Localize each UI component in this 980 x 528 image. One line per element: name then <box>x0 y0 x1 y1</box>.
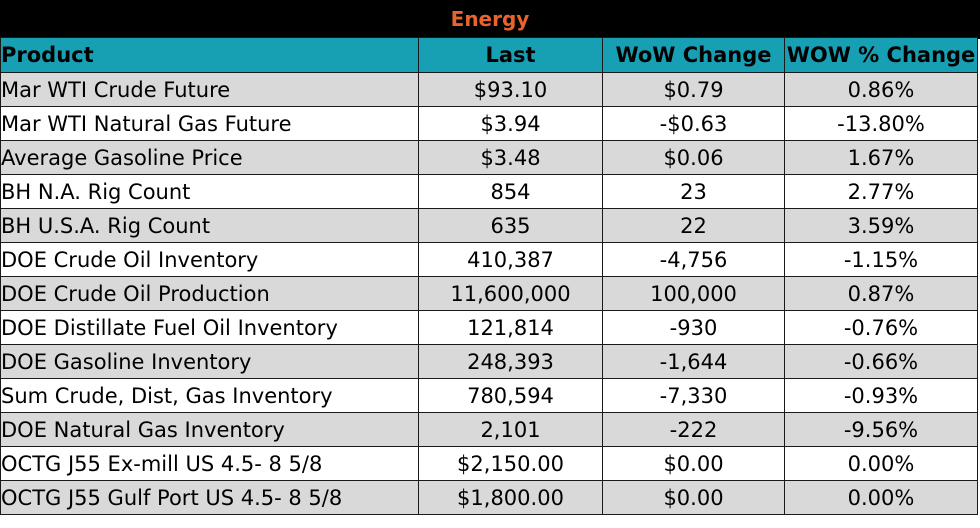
wow-pct-change-cell: -0.93% <box>784 378 978 413</box>
table-row: Mar WTI Crude Future $93.10 $0.79 0.86% <box>0 72 978 107</box>
table-row: BH U.S.A. Rig Count 635 22 3.59% <box>0 208 978 243</box>
last-cell: 410,387 <box>418 242 603 277</box>
energy-table: Product Last WoW Change WOW % Change Mar… <box>0 37 978 515</box>
wow-change-cell: $0.79 <box>602 72 785 107</box>
last-cell: 635 <box>418 208 603 243</box>
wow-change-cell: -4,756 <box>602 242 785 277</box>
product-cell: BH N.A. Rig Count <box>0 174 419 209</box>
table-row: DOE Gasoline Inventory 248,393 -1,644 -0.66… <box>0 344 978 379</box>
last-cell: 248,393 <box>418 344 603 379</box>
last-cell: $3.94 <box>418 106 603 141</box>
wow-pct-change-cell: 0.86% <box>784 72 978 107</box>
wow-change-cell: -7,330 <box>602 378 785 413</box>
table-row: BH N.A. Rig Count 854 23 2.77% <box>0 174 978 209</box>
table-row: Mar WTI Natural Gas Future $3.94 -$0.63 -13… <box>0 106 978 141</box>
wow-pct-change-cell: 3.59% <box>784 208 978 243</box>
wow-pct-change-cell: 2.77% <box>784 174 978 209</box>
wow-pct-change-cell: -0.76% <box>784 310 978 345</box>
wow-change-cell: -222 <box>602 412 785 447</box>
last-cell: $93.10 <box>418 72 603 107</box>
table-row: DOE Distillate Fuel Oil Inventory 121,814… <box>0 310 978 345</box>
product-cell: BH U.S.A. Rig Count <box>0 208 419 243</box>
wow-change-cell: 23 <box>602 174 785 209</box>
table-row: DOE Crude Oil Production 11,600,000 100,00… <box>0 276 978 311</box>
product-cell: DOE Gasoline Inventory <box>0 344 419 379</box>
wow-change-cell: $0.00 <box>602 446 785 481</box>
product-cell: Mar WTI Natural Gas Future <box>0 106 419 141</box>
last-cell: $2,150.00 <box>418 446 603 481</box>
wow-pct-change-cell: 0.00% <box>784 446 978 481</box>
wow-pct-change-cell: 0.00% <box>784 480 978 515</box>
wow-pct-change-cell: -9.56% <box>784 412 978 447</box>
wow-change-cell: -930 <box>602 310 785 345</box>
table-row: OCTG J55 Ex-mill US 4.5- 8 5/8 $2,150.00 $… <box>0 446 978 481</box>
header-row: Product Last WoW Change WOW % Change <box>0 37 978 73</box>
last-cell: 121,814 <box>418 310 603 345</box>
last-cell: 780,594 <box>418 378 603 413</box>
wow-pct-change-cell: -0.66% <box>784 344 978 379</box>
last-cell: 11,600,000 <box>418 276 603 311</box>
product-cell: DOE Crude Oil Inventory <box>0 242 419 277</box>
column-header-wow-change: WoW Change <box>602 37 785 73</box>
product-cell: OCTG J55 Gulf Port US 4.5- 8 5/8 <box>0 480 419 515</box>
table-row: Sum Crude, Dist, Gas Inventory 780,594 -7,… <box>0 378 978 413</box>
wow-change-cell: 100,000 <box>602 276 785 311</box>
product-cell: Sum Crude, Dist, Gas Inventory <box>0 378 419 413</box>
product-cell: Mar WTI Crude Future <box>0 72 419 107</box>
table-body: Mar WTI Crude Future $93.10 $0.79 0.86% Mar … <box>0 72 978 515</box>
last-cell: 854 <box>418 174 603 209</box>
last-cell: 2,101 <box>418 412 603 447</box>
last-cell: $3.48 <box>418 140 603 175</box>
wow-pct-change-cell: -1.15% <box>784 242 978 277</box>
table-row: DOE Natural Gas Inventory 2,101 -222 -9.56% <box>0 412 978 447</box>
table-row: OCTG J55 Gulf Port US 4.5- 8 5/8 $1,800.0… <box>0 480 978 515</box>
column-header-product: Product <box>0 37 419 73</box>
wow-change-cell: -$0.63 <box>602 106 785 141</box>
wow-pct-change-cell: 0.87% <box>784 276 978 311</box>
table-row: DOE Crude Oil Inventory 410,387 -4,756 -1.1… <box>0 242 978 277</box>
table-row: Average Gasoline Price $3.48 $0.06 1.67% <box>0 140 978 175</box>
wow-change-cell: 22 <box>602 208 785 243</box>
column-header-last: Last <box>418 37 603 73</box>
wow-change-cell: $0.06 <box>602 140 785 175</box>
last-cell: $1,800.00 <box>418 480 603 515</box>
product-cell: DOE Natural Gas Inventory <box>0 412 419 447</box>
wow-pct-change-cell: 1.67% <box>784 140 978 175</box>
product-cell: Average Gasoline Price <box>0 140 419 175</box>
wow-pct-change-cell: -13.80% <box>784 106 978 141</box>
product-cell: OCTG J55 Ex-mill US 4.5- 8 5/8 <box>0 446 419 481</box>
wow-change-cell: $0.00 <box>602 480 785 515</box>
product-cell: DOE Crude Oil Production <box>0 276 419 311</box>
column-header-wow-pct-change: WOW % Change <box>784 37 978 73</box>
table-title: Energy <box>0 0 980 39</box>
wow-change-cell: -1,644 <box>602 344 785 379</box>
product-cell: DOE Distillate Fuel Oil Inventory <box>0 310 419 345</box>
